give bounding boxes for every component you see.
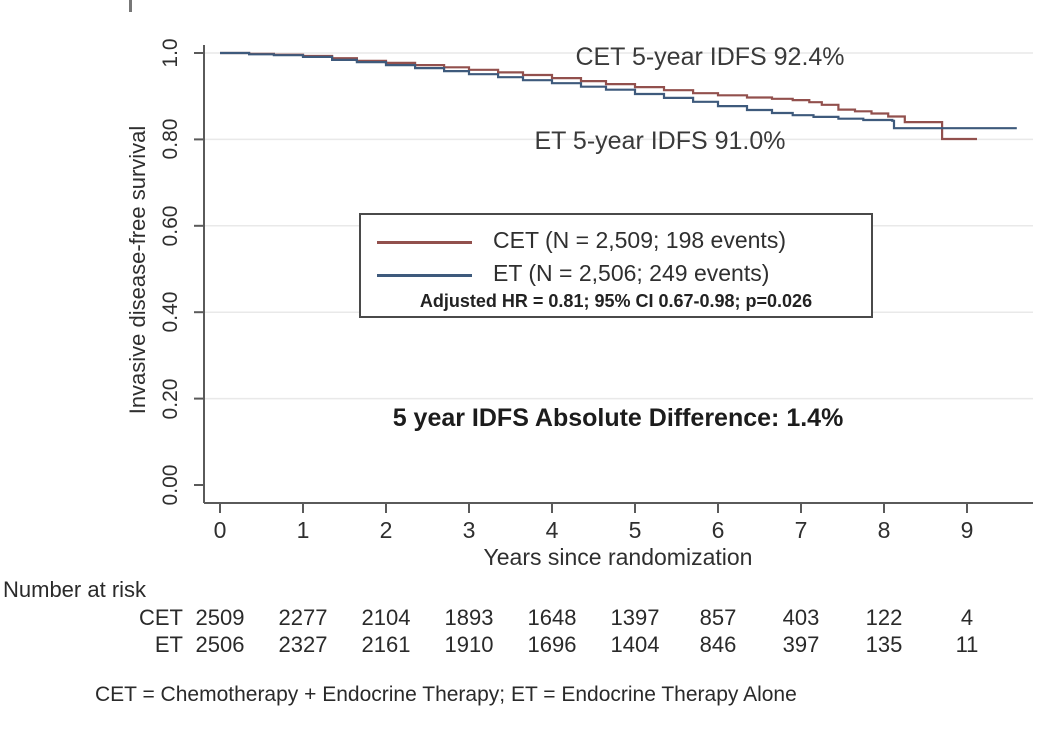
x-tick-label: 7: [794, 517, 808, 543]
x-tick-label: 3: [462, 517, 476, 543]
risk-cell: 403: [782, 605, 820, 630]
y-axis-title: Invasive disease-free survival: [125, 125, 150, 415]
y-tick-label: 1.0: [159, 38, 182, 68]
et-five-year-annotation: ET 5-year IDFS 91.0%: [534, 127, 786, 155]
x-tick-label: 9: [960, 517, 974, 543]
et-line-swatch: [377, 274, 472, 277]
y-tick-label: 0.40: [159, 291, 182, 333]
risk-cell: 1696: [527, 632, 577, 657]
risk-cell: 397: [782, 632, 820, 657]
risk-cell: 857: [699, 605, 737, 630]
x-tick-label: 2: [379, 517, 393, 543]
edge-artifact: [129, 0, 132, 12]
risk-cell: 4: [960, 605, 974, 630]
risk-table-title: Number at risk: [3, 577, 147, 602]
risk-cell: 2161: [361, 632, 411, 657]
risk-cell: 1648: [527, 605, 577, 630]
y-tick-label: 0.80: [159, 118, 182, 160]
risk-cell: 2506: [195, 632, 245, 657]
risk-cell: 2509: [195, 605, 245, 630]
risk-cell: 2277: [278, 605, 328, 630]
x-tick-label: 4: [545, 517, 559, 543]
risk-cell: 2327: [278, 632, 328, 657]
hazard-ratio-text: Adjusted HR = 0.81; 95% CI 0.67-0.98; p=…: [419, 291, 813, 311]
et-survival-curve: [220, 51, 1017, 130]
risk-cell: 1910: [444, 632, 494, 657]
cet-line-swatch: [377, 241, 472, 244]
risk-cell: 1397: [610, 605, 660, 630]
risk-cell: 122: [865, 605, 903, 630]
risk-row-label-cet: CET: [139, 605, 183, 630]
legend-box: CET (N = 2,509; 198 events) ET (N = 2,50…: [359, 213, 873, 318]
risk-cell: 1893: [444, 605, 494, 630]
risk-cell: 2104: [361, 605, 411, 630]
y-tick-label: 0.20: [159, 378, 182, 420]
risk-cell: 11: [955, 632, 979, 657]
x-tick-label: 0: [213, 517, 227, 543]
absolute-difference-text: 5 year IDFS Absolute Difference: 1.4%: [392, 404, 844, 432]
risk-cell: 1404: [610, 632, 660, 657]
risk-cell: 135: [865, 632, 903, 657]
risk-row-label-et: ET: [154, 632, 183, 657]
cet-five-year-annotation: CET 5-year IDFS 92.4%: [575, 43, 845, 71]
abbreviation-footnote: CET = Chemotherapy + Endocrine Therapy; …: [95, 683, 797, 706]
y-tick-label: 0.60: [159, 205, 182, 247]
y-tick-label: 0.00: [159, 464, 182, 506]
cet-legend-label: CET (N = 2,509; 198 events): [493, 227, 786, 253]
x-axis-title: Years since randomization: [483, 544, 753, 570]
x-tick-label: 6: [711, 517, 725, 543]
x-tick-label: 1: [296, 517, 310, 543]
x-tick-label: 5: [628, 517, 642, 543]
x-tick-label: 8: [877, 517, 891, 543]
risk-cell: 846: [699, 632, 737, 657]
et-legend-label: ET (N = 2,506; 249 events): [493, 260, 770, 286]
